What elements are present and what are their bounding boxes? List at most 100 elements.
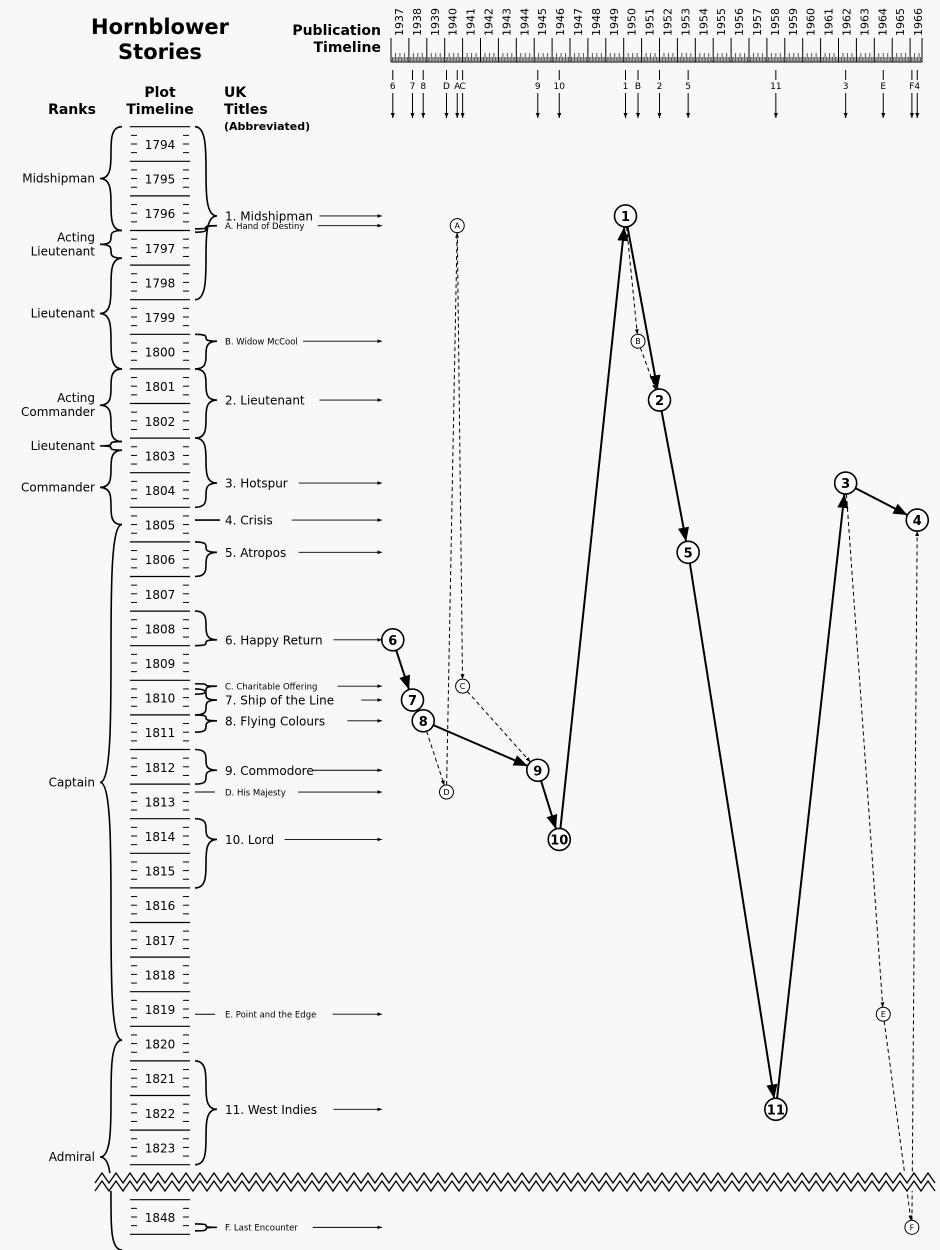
- story-node: [875, 1006, 891, 1022]
- pub-year-label: 1938: [411, 8, 424, 36]
- story-nodes: 1 A B 2 3 4 5 6 C 78 9 D 10 E 11 F: [380, 204, 930, 1235]
- story-node: [547, 827, 572, 852]
- story-node-label: 5: [684, 546, 693, 561]
- plot-year-label: 1818: [145, 968, 176, 982]
- story-node: [438, 784, 454, 800]
- story-node: [630, 333, 646, 349]
- story-node: [904, 1219, 920, 1235]
- story-title: A. Hand of Destiny: [225, 222, 304, 232]
- story-title: E. Point and the Edge: [225, 1010, 316, 1020]
- dashed-link: [911, 531, 920, 1221]
- pub-year-label: 1953: [679, 8, 692, 36]
- story-title: 4. Crisis: [225, 514, 273, 528]
- pub-year-label: 1963: [858, 8, 871, 36]
- rank-label: Commander: [21, 480, 95, 494]
- plot-year-label: 1808: [145, 622, 176, 636]
- story-node-label: 7: [408, 694, 417, 709]
- rank-brace: [99, 368, 123, 443]
- pub-year-label: 1960: [805, 8, 818, 36]
- plot-timeline: 1794 1795 1796 1797 1798 1799 1800 1801 1802 1803…: [130, 126, 190, 1235]
- plot-year-label: 1809: [145, 657, 176, 671]
- story-node: [455, 678, 471, 694]
- story-title: D. His Majesty: [225, 788, 286, 798]
- story-node-label: 8: [419, 715, 428, 730]
- pub-marker-label: E: [880, 82, 886, 92]
- plot-year-label: 1802: [145, 415, 176, 429]
- pub-year-label: 1962: [841, 8, 854, 36]
- header-pub-2: Timeline: [314, 40, 382, 56]
- story-node-label: B: [635, 337, 641, 346]
- rank-brace: [99, 125, 123, 232]
- story-title: 9. Commodore: [225, 764, 314, 778]
- title-brace: [194, 437, 218, 509]
- pub-year-label: 1957: [751, 8, 764, 36]
- pub-marker-label: A: [454, 82, 461, 92]
- title-brace: [194, 333, 218, 370]
- plot-year-label: 1803: [145, 449, 176, 463]
- title-brace: [194, 125, 218, 301]
- rank-brace: [99, 440, 123, 452]
- pub-year-label: 1950: [626, 8, 639, 36]
- pub-year-label: 1966: [912, 8, 925, 36]
- story-title: 11. West Indies: [225, 1103, 317, 1117]
- main-link: [432, 724, 529, 767]
- publication-timeline: 1937 1938 1939 1940 1941 1942 1943 1944 1945 1946…: [390, 8, 925, 118]
- pub-marker-label: 10: [554, 82, 566, 92]
- pub-year-label: 1965: [894, 8, 907, 36]
- pub-year-label: 1949: [608, 8, 621, 36]
- plot-year-label: 1800: [145, 346, 176, 360]
- main-link: [626, 226, 661, 390]
- story-title: F. Last Encounter: [225, 1224, 298, 1234]
- main-link: [688, 562, 778, 1099]
- main-link: [854, 487, 908, 516]
- story-node-label: 6: [388, 634, 397, 649]
- plot-year-label: 1813: [145, 795, 176, 809]
- rank-label: Midshipman: [22, 172, 95, 186]
- header-plot-2: Timeline: [126, 102, 194, 118]
- story-node: [647, 388, 672, 412]
- title-brace: [194, 610, 218, 647]
- pub-year-label: 1956: [733, 8, 746, 36]
- plot-year-label: 1821: [145, 1072, 176, 1086]
- header-plot-1: Plot: [144, 85, 176, 101]
- pub-marker-label: 4: [914, 82, 920, 92]
- header-ranks: Ranks: [48, 102, 96, 118]
- rank-label: Acting: [57, 391, 95, 405]
- rank-brace: [99, 523, 123, 1041]
- story-node-label: E: [881, 1010, 886, 1019]
- dashed-link: [426, 731, 445, 786]
- plot-year-label: 1806: [145, 553, 176, 567]
- story-node-label: A: [454, 222, 460, 231]
- dashed-link: [456, 232, 465, 680]
- pub-marker-label: C: [459, 82, 465, 92]
- pub-year-label: 1964: [876, 8, 889, 36]
- story-title: 1. Midshipman: [225, 210, 313, 224]
- story-node: [525, 758, 550, 783]
- main-link: [776, 493, 849, 1099]
- main-link: [540, 780, 558, 830]
- title-brace: [194, 714, 218, 733]
- header-uk-1: UK: [224, 85, 247, 101]
- title-brace: [194, 368, 218, 439]
- rank-brace: [99, 257, 123, 370]
- rank-brace: [99, 449, 123, 526]
- rank-label: Lieutenant: [31, 244, 96, 258]
- rank-label: Commander: [21, 405, 95, 419]
- break-zigzag: [94, 1179, 936, 1193]
- title-brace: [194, 541, 218, 578]
- rank-label: Captain: [49, 775, 95, 789]
- pub-year-label: 1945: [536, 8, 549, 36]
- pub-marker-label: 5: [685, 82, 691, 92]
- plot-year-label: 1816: [145, 899, 176, 913]
- pub-year-label: 1954: [697, 8, 710, 36]
- plot-year-label: 1807: [145, 588, 176, 602]
- break-zigzag: [94, 1171, 936, 1185]
- plot-year-label: 1822: [145, 1107, 176, 1121]
- pub-year-label: 1943: [500, 8, 513, 36]
- story-title: 2. Lieutenant: [225, 394, 305, 408]
- story-title: 7. Ship of the Line: [225, 694, 334, 708]
- dashed-link: [466, 691, 531, 763]
- header-pub-1: Publication: [292, 23, 381, 39]
- dashed-link: [883, 1021, 913, 1221]
- story-node-label: 9: [533, 764, 542, 779]
